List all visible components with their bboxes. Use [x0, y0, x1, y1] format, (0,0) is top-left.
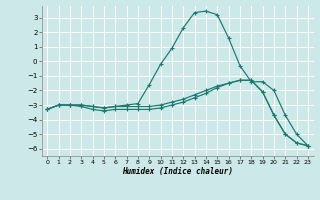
X-axis label: Humidex (Indice chaleur): Humidex (Indice chaleur)	[122, 167, 233, 176]
